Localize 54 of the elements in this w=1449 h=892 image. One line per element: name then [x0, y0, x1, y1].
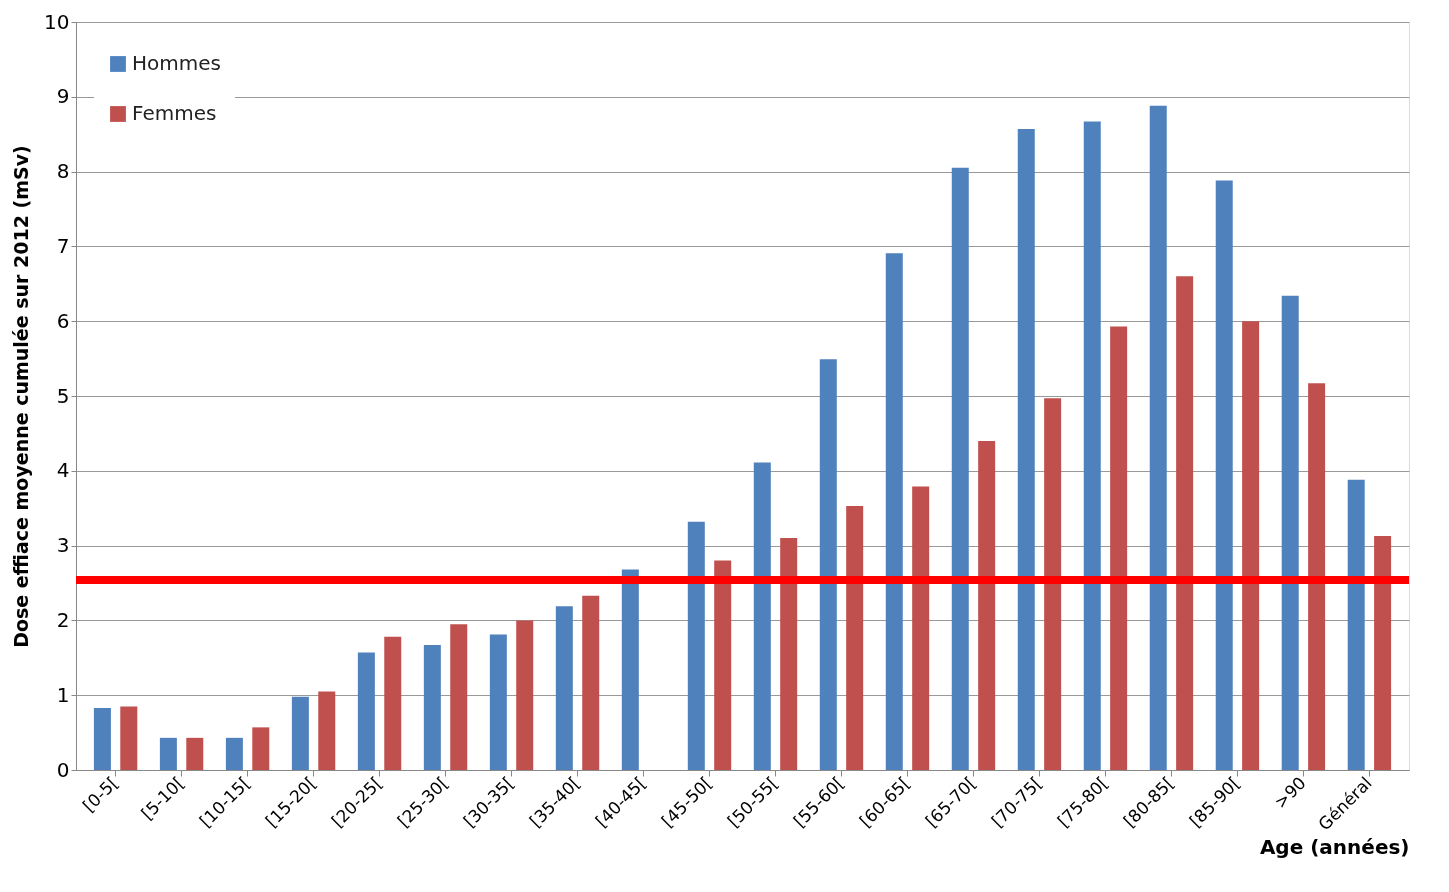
bar: [885, 253, 903, 770]
bar: [978, 440, 996, 770]
bar: [423, 645, 441, 770]
bar: [1083, 121, 1101, 770]
y-tick-label: 0: [56, 757, 70, 782]
bar: [1347, 479, 1365, 770]
bar: [819, 359, 837, 770]
bar: [159, 737, 177, 770]
y-tick-label: 2: [56, 607, 70, 632]
y-tick-label: 10: [44, 9, 70, 34]
bar: [357, 652, 375, 770]
y-tick-label: 6: [56, 308, 70, 333]
bar: [225, 737, 243, 770]
bar: [93, 707, 111, 770]
bar: [582, 595, 600, 770]
bar: [621, 569, 639, 770]
legend-label: Femmes: [132, 101, 217, 125]
bar: [1017, 128, 1035, 770]
bar: [1149, 105, 1167, 770]
y-tick-label: 7: [56, 233, 70, 258]
bar: [1215, 180, 1233, 770]
bar: [846, 505, 864, 770]
y-tick-label: 8: [56, 159, 70, 184]
bar: [780, 538, 798, 770]
bar: [120, 706, 138, 770]
bar: [186, 737, 204, 770]
bar: [1281, 295, 1299, 770]
bar: [687, 521, 705, 770]
bar: [1110, 326, 1128, 770]
bar: [1176, 276, 1194, 770]
x-axis-title: Age (années): [1259, 834, 1410, 859]
bar: [318, 691, 336, 770]
y-tick-label: 4: [56, 458, 70, 483]
bar: [1308, 383, 1326, 770]
bar: [1044, 398, 1062, 770]
legend-label: Hommes: [132, 51, 221, 75]
bar: [951, 167, 969, 770]
bar: [384, 636, 402, 770]
bar: [291, 696, 309, 770]
bar: [912, 486, 930, 770]
y-axis-title: Dose effiace moyenne cumulée sur 2012 (mSv): [10, 145, 33, 648]
y-tick-label: 3: [56, 533, 70, 558]
y-tick-label: 5: [56, 383, 70, 408]
bar: [1374, 535, 1392, 770]
bar: [489, 634, 507, 770]
bar: [714, 560, 732, 770]
y-tick-label: 9: [56, 84, 70, 109]
bar: [516, 620, 534, 770]
y-tick-label: 1: [56, 682, 70, 707]
bar: [1242, 321, 1260, 770]
bar: [555, 606, 573, 770]
bar: [753, 462, 771, 770]
bar: [252, 727, 270, 770]
bar: [450, 624, 468, 770]
